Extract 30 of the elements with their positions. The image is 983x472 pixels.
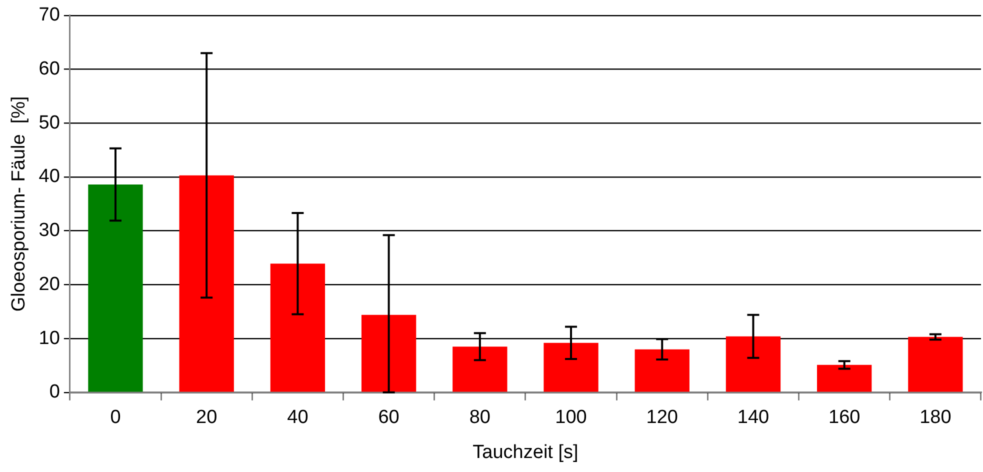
bar	[452, 346, 508, 392]
bar	[544, 342, 598, 392]
y-tick-label: 50	[38, 112, 60, 134]
x-tick-label: 0	[110, 407, 121, 428]
y-tick-label: 30	[38, 220, 60, 242]
x-tick-label: 160	[828, 407, 860, 428]
x-tick-label: 180	[920, 407, 952, 428]
x-tick-label: 120	[646, 407, 678, 428]
x-tick-label: 60	[378, 407, 400, 428]
y-tick-label: 70	[38, 4, 60, 26]
y-tick-label: 60	[38, 58, 60, 80]
bar	[88, 184, 143, 392]
y-tick-label: 0	[49, 382, 60, 403]
x-tick-label: 140	[737, 407, 770, 428]
y-tick-label: 10	[38, 328, 60, 349]
x-tick-label: 100	[555, 407, 587, 428]
x-axis-title: Tauchzeit [s]	[472, 442, 578, 463]
bar	[817, 364, 872, 392]
x-tick-label: 80	[469, 407, 490, 428]
bar	[270, 264, 326, 392]
y-tick-label: 20	[38, 274, 60, 295]
x-tick-label: 20	[196, 407, 218, 428]
bar	[361, 314, 416, 392]
x-tick-label: 40	[287, 407, 308, 428]
bar	[634, 349, 690, 392]
y-axis-title: Gloeosporium- Fäule [%]	[8, 96, 30, 312]
y-tick-label: 40	[38, 166, 60, 188]
bar	[179, 175, 234, 392]
bar	[908, 336, 963, 392]
bar	[726, 336, 781, 392]
